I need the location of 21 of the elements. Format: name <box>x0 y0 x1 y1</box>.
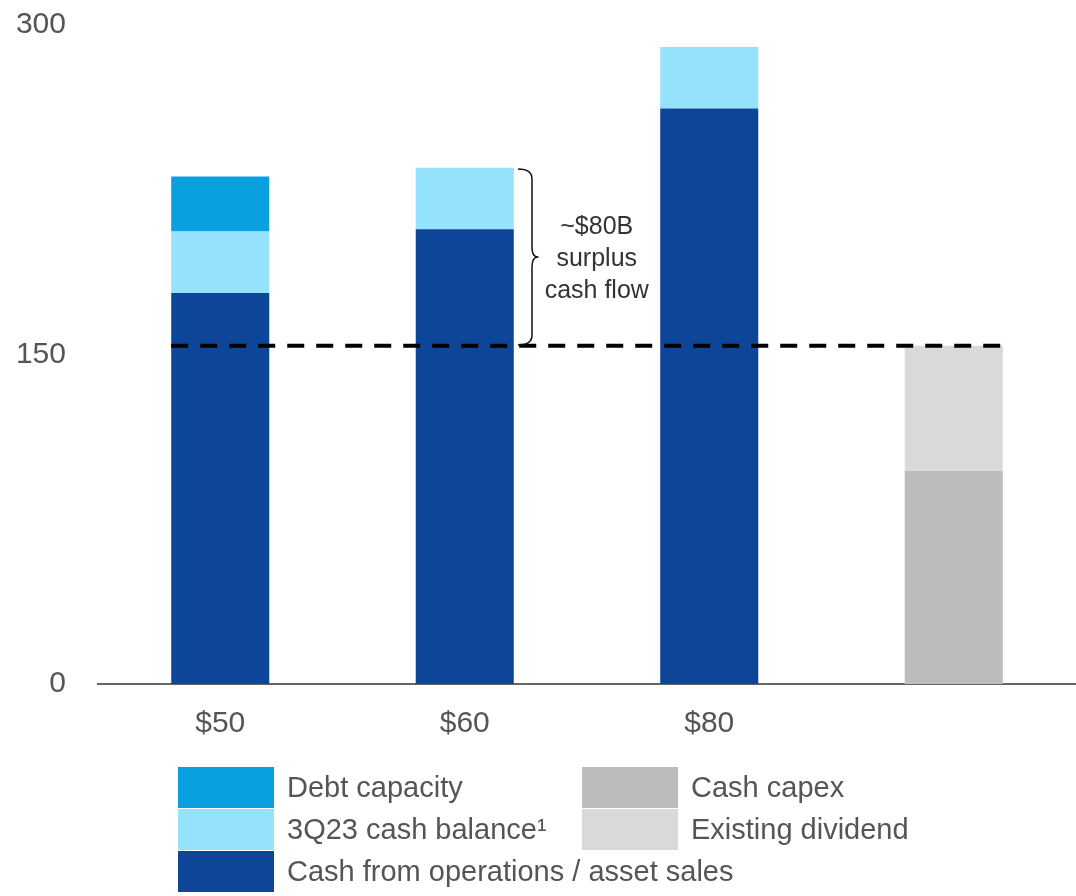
y-tick-label: 150 <box>15 335 66 369</box>
x-tick-label: $50 <box>195 705 246 739</box>
legend-label: 3Q23 cash balance¹ <box>287 811 547 847</box>
bar <box>904 470 1003 684</box>
bar <box>171 231 270 293</box>
bar <box>415 229 514 684</box>
annotation: ~$80B surplus cash flow <box>543 209 650 305</box>
y-tick-label: 300 <box>15 6 66 40</box>
x-tick-label: $80 <box>684 705 735 739</box>
y-tick-label: 0 <box>49 665 66 699</box>
bar <box>171 176 270 232</box>
x-tick-label: $60 <box>439 705 490 739</box>
bar <box>660 108 759 684</box>
legend-label: Debt capacity <box>287 769 463 805</box>
bar <box>660 46 759 109</box>
bar <box>904 345 1003 471</box>
legend-label: Existing dividend <box>691 811 909 847</box>
legend-label: Cash from operations / asset sales <box>287 853 734 889</box>
bar <box>415 167 514 230</box>
bar <box>171 292 270 684</box>
legend-label: Cash capex <box>691 769 845 805</box>
